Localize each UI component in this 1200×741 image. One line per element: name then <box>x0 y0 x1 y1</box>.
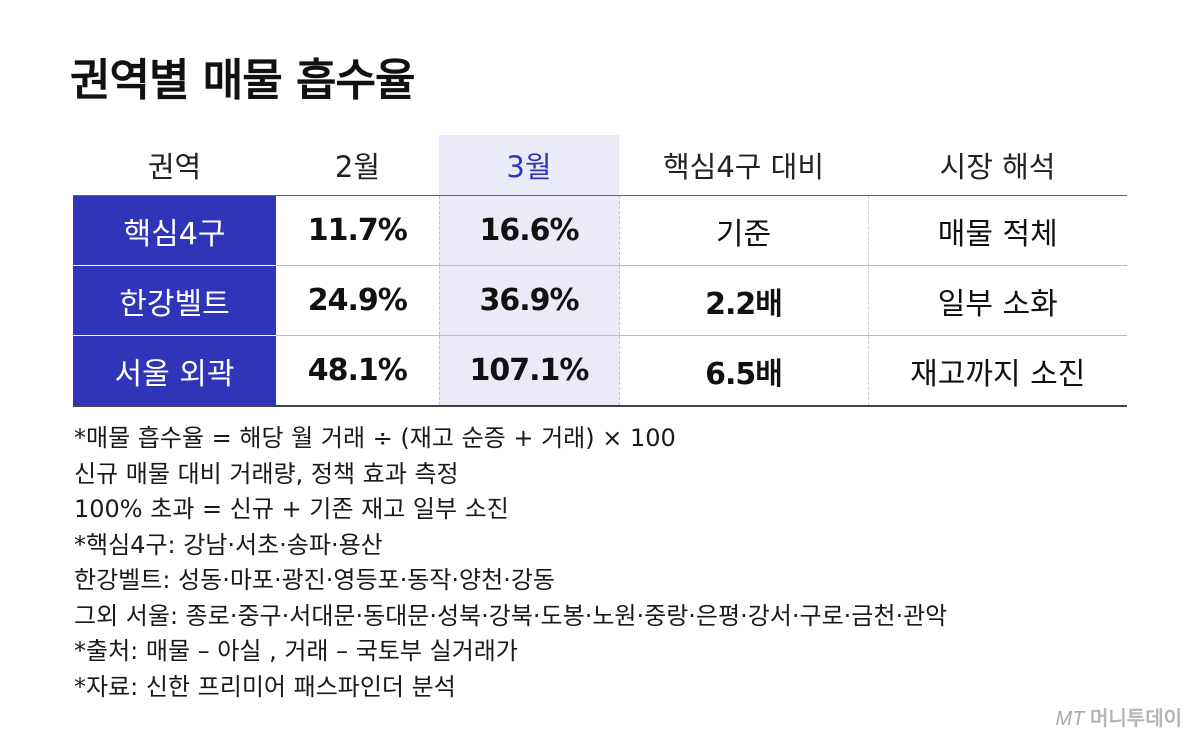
vs-core-value: 2.2배 <box>619 265 869 336</box>
interpretation-value: 매물 적체 <box>868 195 1127 266</box>
footnote-analysis: *자료: 신한 프리미어 패스파인더 분석 <box>74 672 456 701</box>
table-row: 한강벨트 24.9% 36.9% 2.2배 일부 소화 <box>73 265 1127 336</box>
page-title: 권역별 매물 흡수율 <box>70 55 415 106</box>
region-cell: 핵심4구 <box>73 195 276 266</box>
header-feb: 2월 <box>276 135 439 196</box>
header-interpretation: 시장 해석 <box>868 135 1127 196</box>
brand-logo: MT 머니투데이 <box>1056 702 1182 731</box>
vs-core-value: 기준 <box>619 195 869 266</box>
logo-mark: MT <box>1055 708 1085 730</box>
footnote-other-seoul: 그외 서울: 종로·중구·서대문·동대문·성북·강북·도봉·노원·중랑·은평·강… <box>74 601 948 630</box>
feb-value: 11.7% <box>276 195 439 266</box>
vs-core-value: 6.5배 <box>619 335 869 407</box>
footnote-hangang-belt: 한강벨트: 성동·마포·광진·영등포·동작·양천·강동 <box>74 566 556 594</box>
header-region: 권역 <box>73 135 276 196</box>
mar-value: 36.9% <box>438 265 620 336</box>
header-row: 권역 2월 3월 핵심4구 대비 시장 해석 <box>73 135 1127 196</box>
table-row: 서울 외곽 48.1% 107.1% 6.5배 재고까지 소진 <box>73 335 1127 407</box>
footnotes: *매물 흡수율 = 해당 월 거래 ÷ (재고 순증 + 거래) × 100 신… <box>74 421 947 705</box>
interpretation-value: 일부 소화 <box>868 265 1127 336</box>
absorption-table: 권역 2월 3월 핵심4구 대비 시장 해석 핵심4구 11.7% 16.6% … <box>73 135 1127 407</box>
region-cell: 서울 외곽 <box>73 335 276 407</box>
footnote-over-100: 100% 초과 = 신규 + 기존 재고 일부 소진 <box>74 495 509 523</box>
logo-text: 머니투데이 <box>1090 708 1182 730</box>
mar-value: 107.1% <box>438 335 620 407</box>
feb-value: 24.9% <box>276 265 439 336</box>
footnote-formula: *매물 흡수율 = 해당 월 거래 ÷ (재고 순증 + 거래) × 100 <box>74 424 676 452</box>
footnote-source: *출처: 매물 – 아실 , 거래 – 국토부 실거래가 <box>74 637 518 665</box>
data-table: 권역 2월 3월 핵심4구 대비 시장 해석 핵심4구 11.7% 16.6% … <box>73 135 1127 407</box>
region-cell: 한강벨트 <box>73 265 276 336</box>
header-vs-core: 핵심4구 대비 <box>619 135 868 196</box>
mar-value: 16.6% <box>438 195 620 266</box>
footnote-meaning: 신규 매물 대비 거래량, 정책 효과 측정 <box>74 459 459 488</box>
footnote-core4: *핵심4구: 강남·서초·송파·용산 <box>74 530 383 559</box>
header-mar: 3월 <box>439 135 619 196</box>
interpretation-value: 재고까지 소진 <box>868 335 1127 407</box>
feb-value: 48.1% <box>276 335 439 407</box>
table-row: 핵심4구 11.7% 16.6% 기준 매물 적체 <box>73 195 1127 266</box>
